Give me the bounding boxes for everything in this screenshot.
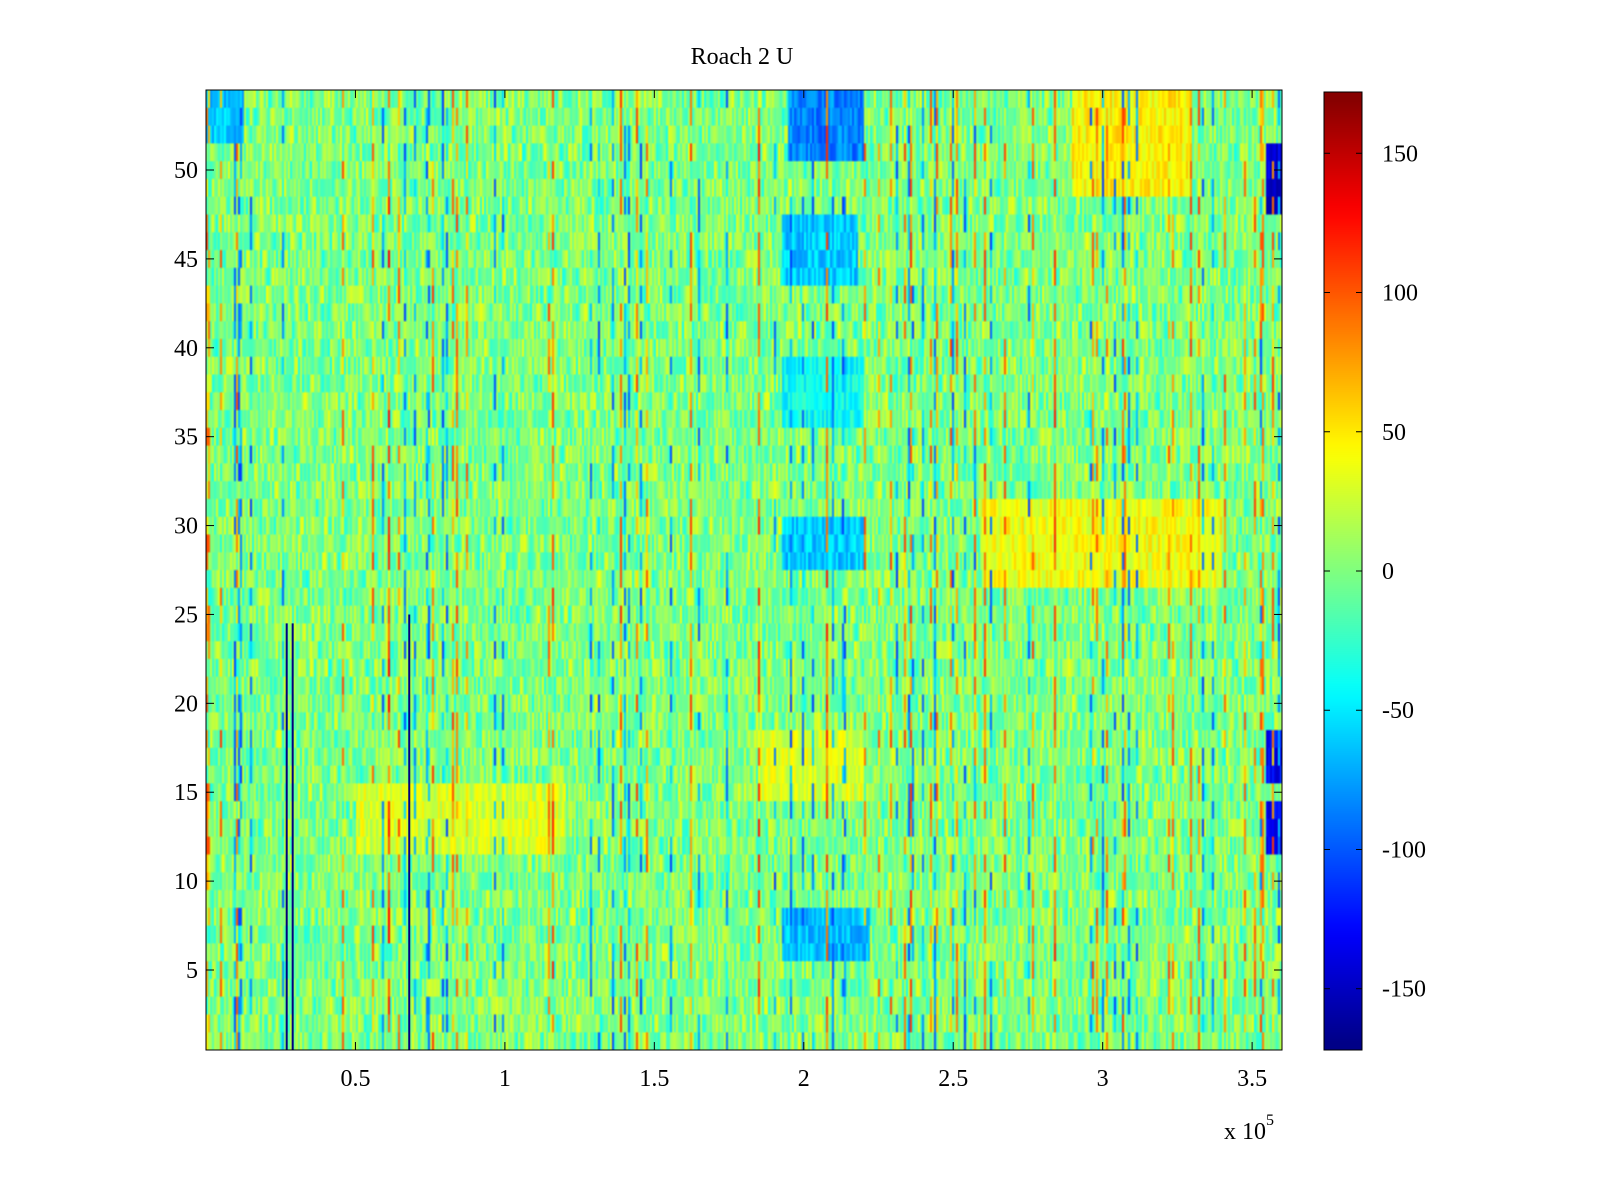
- colorbar: -150 -100 -50 0 50 100 150: [1323, 91, 1426, 1051]
- y-tick-label: 30: [174, 514, 198, 540]
- y-tick-label: 5: [186, 958, 198, 984]
- x-tick-label: 3.5: [1237, 1066, 1267, 1092]
- colorbar-tick-label: 0: [1382, 559, 1394, 585]
- colorbar-axis: -150 -100 -50 0 50 100 150: [1324, 141, 1426, 1003]
- y-tick-label: 35: [174, 425, 198, 451]
- y-tick-label: 50: [174, 158, 198, 184]
- y-axis: 5 10 15 20 25 30 35 40 45 50: [174, 158, 1282, 984]
- x-exponent-label: x 105: [1224, 1112, 1274, 1145]
- x-tick-label: 0.5: [340, 1066, 370, 1092]
- y-tick-label: 20: [174, 691, 198, 717]
- colorbar-tick-label: 150: [1382, 141, 1418, 167]
- plot-frame: [205, 89, 1283, 1051]
- colorbar-tick-label: 50: [1382, 420, 1406, 446]
- y-tick-label: 25: [174, 602, 198, 628]
- x-tick-label: 2.5: [938, 1066, 968, 1092]
- y-tick-label: 45: [174, 247, 198, 273]
- chart-title: Roach 2 U: [691, 44, 794, 70]
- y-tick-label: 40: [174, 336, 198, 362]
- x-tick-label: 1: [499, 1066, 511, 1092]
- x-tick-label: 1.5: [639, 1066, 669, 1092]
- colorbar-tick-label: -50: [1382, 698, 1414, 724]
- heatmap-image: [206, 90, 1282, 1050]
- colorbar-tick-label: -150: [1382, 977, 1426, 1003]
- plot-area: 0.5 1 1.5 2 2.5 3 3.5 5 10 15 20 25 30 35 40 45 50: [174, 89, 1283, 1092]
- colorbar-tick-label: 100: [1382, 281, 1418, 307]
- x-tick-label: 3: [1097, 1066, 1109, 1092]
- colorbar-tick-label: -100: [1382, 837, 1426, 863]
- y-tick-label: 15: [174, 780, 198, 806]
- x-tick-label: 2: [798, 1066, 810, 1092]
- y-tick-label: 10: [174, 869, 198, 895]
- colorbar-gradient: [1324, 92, 1362, 1050]
- x-axis: 0.5 1 1.5 2 2.5 3 3.5: [340, 90, 1267, 1092]
